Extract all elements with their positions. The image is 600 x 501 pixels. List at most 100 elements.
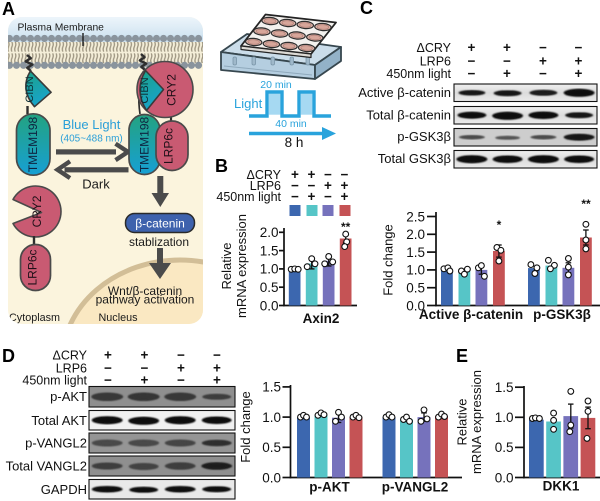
svg-text:**: ** bbox=[581, 197, 591, 211]
svg-text:Total AKT: Total AKT bbox=[31, 413, 87, 428]
svg-text:+: + bbox=[141, 373, 149, 388]
svg-text:Cytoplasm: Cytoplasm bbox=[9, 312, 60, 324]
svg-text:0.0: 0.0 bbox=[406, 298, 425, 313]
svg-text:Nucleus: Nucleus bbox=[99, 312, 139, 324]
svg-text:Plasma Membrane: Plasma Membrane bbox=[18, 23, 105, 34]
svg-text:−: − bbox=[291, 189, 299, 204]
svg-text:+: + bbox=[575, 54, 583, 69]
svg-text:p-AKT: p-AKT bbox=[50, 389, 87, 404]
svg-text:−: − bbox=[104, 373, 112, 388]
svg-text:−: − bbox=[575, 40, 583, 55]
svg-text:Total GSK3β: Total GSK3β bbox=[378, 151, 451, 166]
svg-text:1.5: 1.5 bbox=[406, 245, 425, 260]
svg-text:−: − bbox=[291, 178, 299, 193]
svg-text:1.0: 1.0 bbox=[495, 410, 514, 425]
svg-text:−: − bbox=[324, 189, 332, 204]
svg-text:0.0: 0.0 bbox=[260, 298, 279, 313]
svg-text:1.0: 1.0 bbox=[406, 263, 425, 278]
svg-text:β-catenin: β-catenin bbox=[135, 217, 185, 231]
svg-text:+: + bbox=[141, 348, 149, 363]
svg-text:8 h: 8 h bbox=[285, 135, 304, 150]
svg-text:450nm light: 450nm light bbox=[216, 190, 281, 204]
svg-text:+: + bbox=[213, 361, 221, 376]
svg-text:−: − bbox=[213, 348, 221, 363]
svg-text:LRP6: LRP6 bbox=[250, 179, 281, 193]
svg-text:ΔCRY: ΔCRY bbox=[246, 168, 281, 182]
svg-text:Light: Light bbox=[234, 96, 263, 111]
svg-text:Total β-catenin: Total β-catenin bbox=[366, 108, 451, 123]
svg-text:−: − bbox=[539, 66, 547, 81]
svg-text:TMEM198: TMEM198 bbox=[138, 117, 152, 173]
svg-text:0.0: 0.0 bbox=[495, 470, 514, 485]
svg-text:Wnt/β-catenin: Wnt/β-catenin bbox=[108, 284, 182, 298]
svg-text:+: + bbox=[341, 189, 349, 204]
svg-text:p-VANGL2: p-VANGL2 bbox=[25, 436, 87, 451]
svg-text:CIBN: CIBN bbox=[139, 77, 151, 103]
svg-text:ΔCRY: ΔCRY bbox=[52, 349, 87, 363]
svg-text:p-VANGL2: p-VANGL2 bbox=[382, 480, 449, 495]
svg-text:*: * bbox=[497, 218, 502, 232]
svg-text:+: + bbox=[539, 54, 547, 69]
svg-text:Relative: Relative bbox=[455, 399, 470, 446]
svg-text:−: − bbox=[468, 54, 476, 69]
svg-text:+: + bbox=[177, 361, 185, 376]
svg-text:−: − bbox=[324, 167, 332, 182]
svg-text:1.5: 1.5 bbox=[262, 380, 281, 395]
svg-text:40 min: 40 min bbox=[275, 118, 307, 130]
svg-text:−: − bbox=[141, 361, 149, 376]
svg-text:2.5: 2.5 bbox=[406, 209, 425, 224]
svg-text:pathway activation: pathway activation bbox=[96, 293, 195, 307]
svg-text:Axin2: Axin2 bbox=[303, 311, 340, 326]
svg-text:Dark: Dark bbox=[82, 177, 110, 192]
svg-text:Active β-catenin: Active β-catenin bbox=[358, 85, 451, 100]
svg-text:LRP6c: LRP6c bbox=[26, 249, 40, 285]
svg-text:CIBN: CIBN bbox=[24, 76, 36, 102]
svg-text:−: − bbox=[308, 178, 316, 193]
svg-text:0.5: 0.5 bbox=[260, 280, 279, 295]
svg-text:450nm light: 450nm light bbox=[386, 67, 451, 81]
svg-text:−: − bbox=[468, 66, 476, 81]
svg-text:+: + bbox=[503, 66, 511, 81]
svg-text:LRP6: LRP6 bbox=[420, 55, 451, 69]
svg-text:+: + bbox=[575, 66, 583, 81]
svg-text:LRP6c: LRP6c bbox=[162, 128, 176, 164]
svg-text:GAPDH: GAPDH bbox=[41, 482, 87, 497]
svg-text:0.5: 0.5 bbox=[495, 440, 514, 455]
svg-text:p-GSK3β: p-GSK3β bbox=[397, 129, 451, 144]
svg-text:B: B bbox=[215, 156, 228, 176]
svg-text:0.5: 0.5 bbox=[406, 281, 425, 296]
svg-text:−: − bbox=[539, 40, 547, 55]
svg-text:A: A bbox=[2, 0, 15, 19]
svg-text:450nm light: 450nm light bbox=[22, 374, 87, 388]
svg-text:CRY2: CRY2 bbox=[165, 74, 179, 106]
svg-text:+: + bbox=[104, 348, 112, 363]
svg-text:+: + bbox=[308, 189, 316, 204]
svg-text:−: − bbox=[104, 361, 112, 376]
svg-text:0.0: 0.0 bbox=[262, 470, 281, 485]
svg-text:2.0: 2.0 bbox=[260, 225, 279, 240]
svg-text:Fold change: Fold change bbox=[381, 224, 396, 296]
svg-text:20 min: 20 min bbox=[260, 79, 292, 91]
svg-text:1.0: 1.0 bbox=[262, 410, 281, 425]
svg-text:Active β-catenin: Active β-catenin bbox=[419, 307, 523, 322]
svg-text:+: + bbox=[503, 40, 511, 55]
svg-text:+: + bbox=[341, 178, 349, 193]
svg-text:(405~488 nm): (405~488 nm) bbox=[60, 134, 123, 145]
svg-text:1.5: 1.5 bbox=[260, 243, 279, 258]
svg-text:DKK1: DKK1 bbox=[543, 479, 580, 494]
svg-text:C: C bbox=[360, 0, 373, 18]
svg-text:LRP6: LRP6 bbox=[56, 362, 87, 376]
svg-text:p-AKT: p-AKT bbox=[309, 480, 350, 495]
svg-text:Relative: Relative bbox=[219, 243, 234, 290]
svg-text:mRNA expression: mRNA expression bbox=[234, 214, 249, 318]
svg-text:2.0: 2.0 bbox=[406, 227, 425, 242]
svg-text:+: + bbox=[468, 40, 476, 55]
svg-text:E: E bbox=[456, 346, 468, 366]
svg-text:−: − bbox=[177, 348, 185, 363]
svg-text:mRNA expression: mRNA expression bbox=[469, 370, 484, 474]
svg-text:p-GSK3β: p-GSK3β bbox=[533, 307, 591, 322]
svg-text:−: − bbox=[177, 373, 185, 388]
svg-text:+: + bbox=[324, 178, 332, 193]
svg-text:Blue Light: Blue Light bbox=[63, 117, 121, 132]
svg-text:Total VANGL2: Total VANGL2 bbox=[6, 459, 87, 474]
